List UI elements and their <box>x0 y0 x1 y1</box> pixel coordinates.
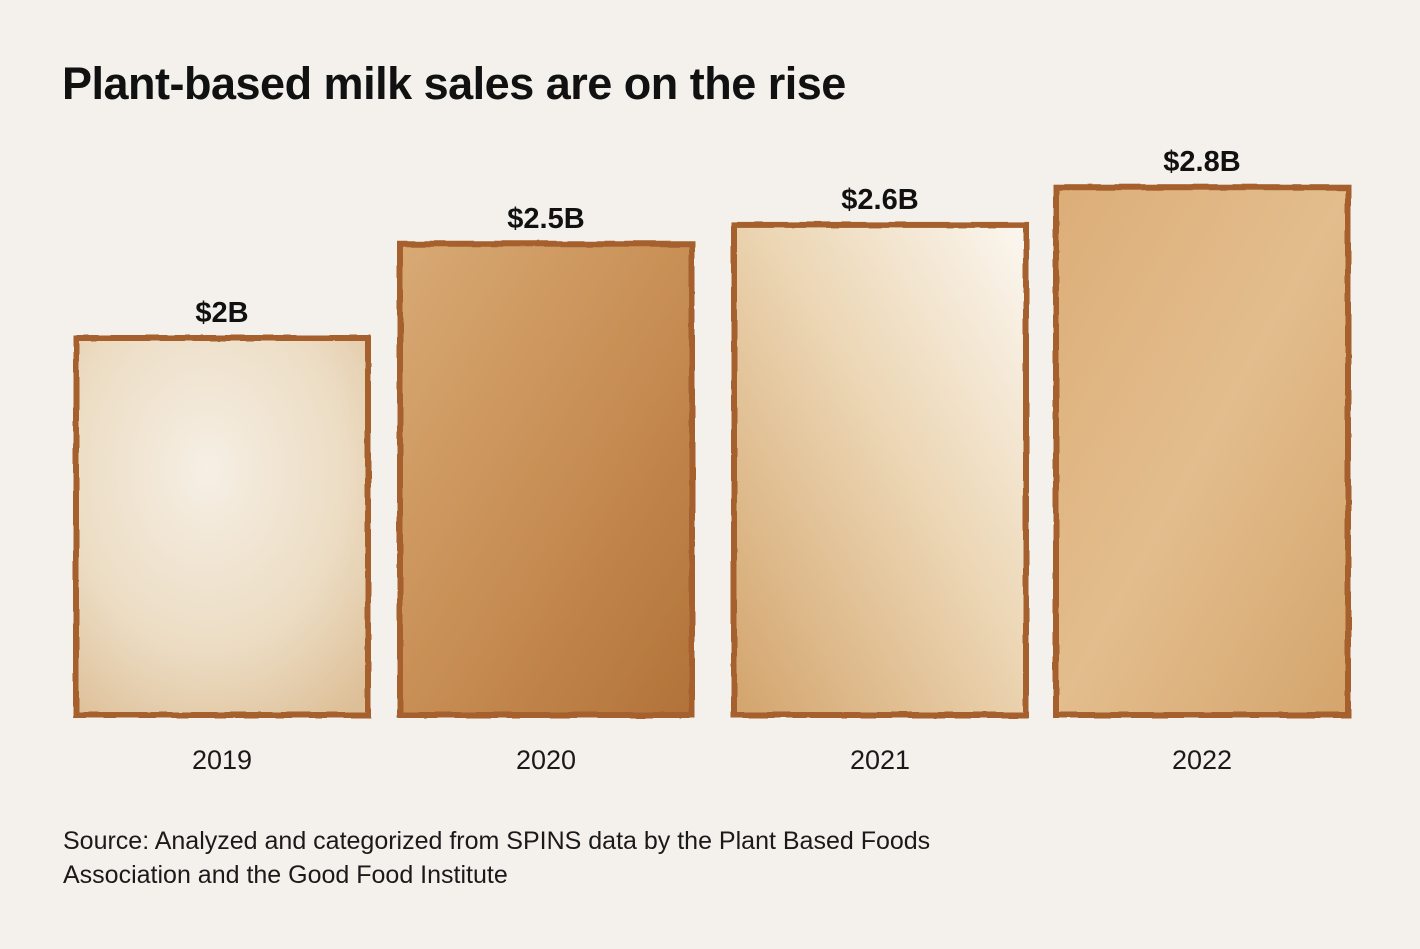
value-label-2021: $2.6B <box>841 184 918 216</box>
category-label-2019: 2019 <box>192 745 252 775</box>
bar-2021 <box>731 221 1029 718</box>
source-line-1: Source: Analyzed and categorized from SP… <box>63 827 931 855</box>
bar-chart: $2B $2.5B $2.6B $2.8B 2019 2020 2021 2022 <box>73 146 1351 775</box>
category-label-2022: 2022 <box>1172 745 1232 775</box>
category-label-2021: 2021 <box>850 745 910 775</box>
value-label-2022: $2.8B <box>1163 146 1240 178</box>
source-note: Source: Analyzed and categorized from SP… <box>63 824 1063 892</box>
chart-title: Plant-based milk sales are on the rise <box>62 58 846 109</box>
category-label-2020: 2020 <box>516 745 576 775</box>
bar-2019 <box>73 335 371 718</box>
source-line-2: Association and the Good Food Institute <box>63 861 508 889</box>
bar-2022 <box>1053 184 1351 718</box>
bar-2020 <box>397 240 695 718</box>
value-label-2020: $2.5B <box>507 203 584 235</box>
value-label-2019: $2B <box>195 297 248 329</box>
